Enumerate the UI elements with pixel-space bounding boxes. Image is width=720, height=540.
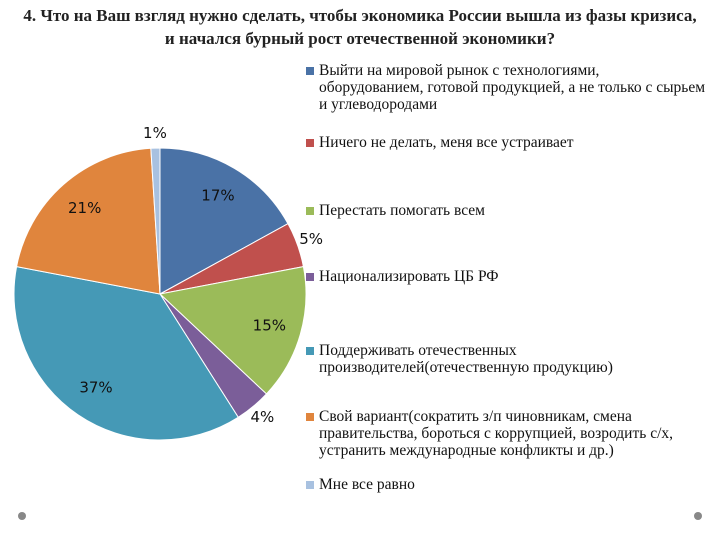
data-label: 21% [68,199,101,217]
pie-slice [159,147,289,295]
legend-label: Мне все равно [319,476,415,493]
legend-swatch [306,67,314,75]
data-label: 4% [250,408,274,426]
pie-slice [150,147,161,295]
decor-dot [18,512,26,520]
legend-swatch [306,139,314,147]
data-label: 15% [253,316,286,334]
legend-label: Национализировать ЦБ РФ [319,268,499,285]
decor-dot [694,512,702,520]
legend-label: Свой вариант(сократить з/п чиновникам, с… [319,408,674,459]
legend-item: Свой вариант(сократить з/п чиновникам, с… [306,408,706,459]
chart-title: 4. Что на Ваш взгляд нужно сделать, чтоб… [23,6,697,48]
legend-item: Мне все равно [306,476,706,493]
pie-slice [16,147,161,295]
legend-swatch [306,413,314,421]
legend-swatch [306,481,314,489]
legend-item: Перестать помогать всем [306,202,706,219]
legend-label: Выйти на мировой рынок с технологиями, о… [319,62,706,113]
legend-label: Ничего не делать, меня все устраивает [319,134,574,151]
legend-swatch [306,347,314,355]
data-label: 1% [143,124,167,142]
pie-slice [158,266,307,395]
legend-label: Поддерживать отечественных производителе… [319,342,613,376]
legend-swatch [306,273,314,281]
pie-slice [13,266,239,441]
data-label: 5% [299,230,323,248]
legend-swatch [306,207,314,215]
data-label: 17% [201,186,234,204]
legend-label: Перестать помогать всем [319,202,485,219]
legend-item: Национализировать ЦБ РФ [306,268,706,285]
data-label: 37% [79,379,112,397]
legend-item: Ничего не делать, меня все устраивает [306,134,706,151]
legend-item: Выйти на мировой рынок с технологиями, о… [306,62,706,113]
legend-item: Поддерживать отечественных производителе… [306,342,706,376]
